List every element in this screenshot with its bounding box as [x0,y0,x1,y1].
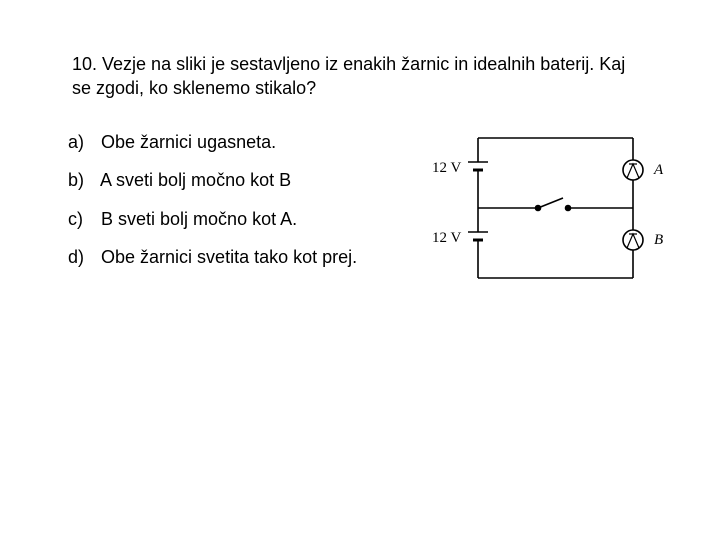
circuit-diagram: 12 V 12 V A B [418,128,678,288]
page: 10. Vezje na sliki je sestavljeno iz ena… [0,0,720,540]
option-a-letter: a) [68,130,96,154]
bulb-b-label: B [654,232,663,248]
option-c-text: B sveti bolj močno kot A. [101,209,297,229]
option-d-text: Obe žarnici svetita tako kot prej. [101,247,357,267]
option-b: b) A sveti bolj močno kot B [68,168,357,192]
option-d: d) Obe žarnici svetita tako kot prej. [68,245,357,269]
question-text: 10. Vezje na sliki je sestavljeno iz ena… [72,52,632,101]
option-c: c) B sveti bolj močno kot A. [68,207,357,231]
option-a: a) Obe žarnici ugasneta. [68,130,357,154]
battery-1-label: 12 V [432,160,461,176]
option-c-letter: c) [68,207,96,231]
bulb-a-label: A [653,162,664,178]
option-a-text: Obe žarnici ugasneta. [101,132,276,152]
option-b-letter: b) [68,168,96,192]
options-list: a) Obe žarnici ugasneta. b) A sveti bolj… [68,130,357,283]
option-b-text: A sveti bolj močno kot B [100,170,291,190]
battery-2-label: 12 V [432,230,461,246]
option-d-letter: d) [68,245,96,269]
circuit-svg: 12 V 12 V A B [418,128,678,288]
